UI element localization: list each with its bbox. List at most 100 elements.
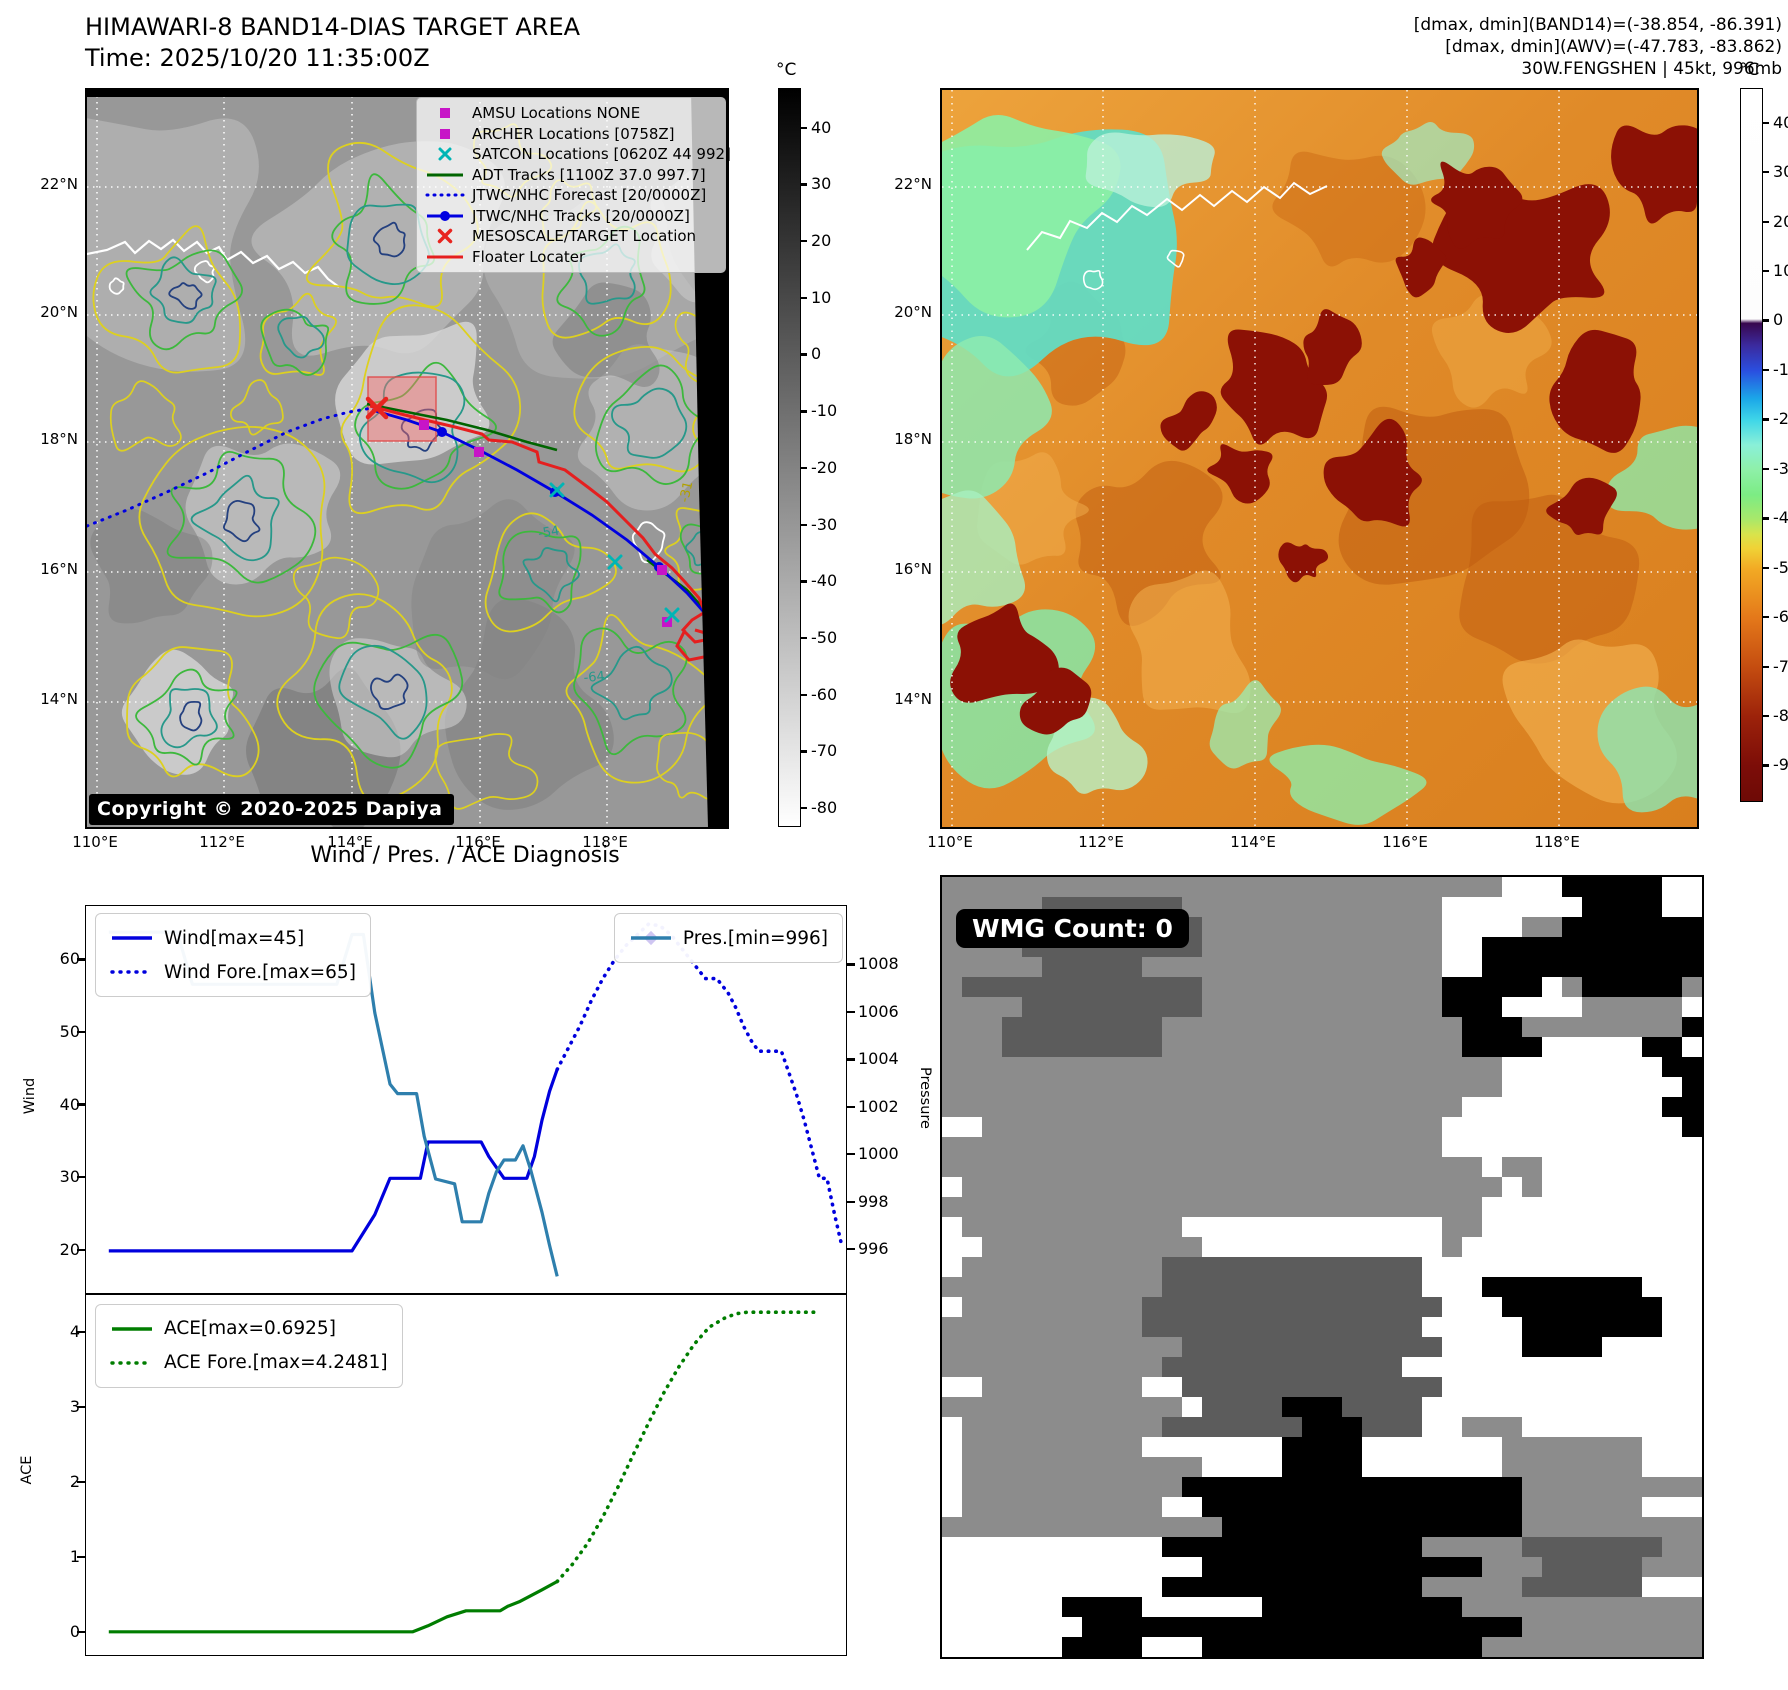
contour-yellow bbox=[259, 292, 337, 376]
contour-yellow bbox=[292, 556, 380, 639]
jtwc-track bbox=[371, 408, 727, 641]
ace-ytick-label: 2 bbox=[69, 1472, 80, 1492]
chart-legend-item: ACE[max=0.6925] bbox=[110, 1312, 388, 1346]
map-legend-item: Floater Locater bbox=[425, 247, 717, 268]
cloud-shade bbox=[185, 443, 341, 585]
band14-colorbar-tickmark bbox=[800, 636, 807, 640]
coastline-island bbox=[108, 277, 125, 295]
ir-colorbar-tickmark bbox=[1762, 517, 1769, 520]
ace-tickmark bbox=[77, 1405, 85, 1409]
pressure-tickmark bbox=[847, 1105, 855, 1108]
chart-legend-label: ACE Fore.[max=4.2481] bbox=[164, 1352, 388, 1374]
line-green-holder bbox=[425, 167, 465, 183]
map2-lon-label: 116°E bbox=[1382, 833, 1428, 851]
ir-colorbar-tickmark bbox=[1762, 171, 1769, 174]
contour-yellow bbox=[138, 425, 326, 618]
page-title: HIMAWARI-8 BAND14-DIAS TARGET AREA bbox=[85, 13, 581, 41]
satcon-location-marker bbox=[664, 607, 680, 623]
solid-line-icon bbox=[629, 930, 673, 946]
band14-colorbar-tickmark bbox=[800, 750, 807, 753]
pressure-ytick-label: 996 bbox=[858, 1239, 889, 1259]
contour-teal bbox=[160, 688, 218, 749]
contour-navy bbox=[179, 701, 203, 732]
map-legend-label: MESOSCALE/TARGET Location bbox=[472, 227, 697, 246]
magenta-square-icon bbox=[440, 108, 450, 119]
no-data-edge bbox=[87, 90, 727, 97]
ir-warm-patch bbox=[1272, 151, 1426, 267]
solid-line-icon bbox=[110, 930, 154, 946]
ir-deep-convection-blob bbox=[1611, 125, 1697, 224]
dotted-line-icon bbox=[110, 1355, 154, 1371]
band14-colorbar-tickmark bbox=[800, 410, 807, 413]
map1-lat-label: 18°N bbox=[40, 430, 78, 448]
contour-green bbox=[166, 451, 317, 584]
map1-lon-label: 112°E bbox=[199, 833, 245, 851]
wmg-panel: WMG Count: 0 bbox=[940, 875, 1704, 1659]
wind-ytick-label: 40 bbox=[59, 1094, 80, 1114]
wind-axis-label: Wind bbox=[22, 1077, 38, 1115]
line-dot-blue-holder bbox=[425, 208, 465, 224]
ir-deep-convection-blob bbox=[1323, 418, 1422, 527]
ir-cold-green-patch bbox=[1605, 425, 1697, 530]
red-line-icon bbox=[427, 255, 463, 259]
series-ace-fore-max-4-2481- bbox=[555, 1310, 822, 1584]
contour-navy bbox=[370, 673, 409, 710]
band14-colorbar-ticklabel: -70 bbox=[811, 741, 838, 761]
contour-green bbox=[594, 364, 706, 485]
ace-tickmark bbox=[77, 1555, 85, 1559]
band14-colorbar-ticklabel: -20 bbox=[811, 457, 838, 477]
map2-lat-label: 22°N bbox=[894, 175, 932, 193]
contour-green bbox=[125, 249, 243, 351]
pressure-tickmark bbox=[847, 1248, 855, 1251]
storm-id-intensity: 30W.FENGSHEN | 45kt, 996mb bbox=[1521, 59, 1782, 79]
band14-colorbar-ticklabel: -40 bbox=[811, 571, 838, 591]
band14-colorbar-tickmark bbox=[800, 806, 807, 810]
archer-location-marker bbox=[657, 565, 667, 575]
ace-ytick-label: 0 bbox=[69, 1622, 80, 1642]
ir-colorbar-unit: °C bbox=[1739, 60, 1760, 80]
band14-colorbar-ticklabel: 0 bbox=[811, 344, 822, 364]
contour-label: -64 bbox=[583, 669, 605, 686]
contour-navy bbox=[372, 221, 406, 258]
solid-line-icon bbox=[110, 1321, 154, 1337]
wind-ytick-label: 20 bbox=[59, 1239, 80, 1259]
contour-teal bbox=[338, 644, 428, 740]
map-legend-item: JTWC/NHC Tracks [20/0000Z] bbox=[425, 206, 717, 227]
contour-yellow bbox=[565, 614, 715, 784]
satcon-location-marker bbox=[549, 482, 565, 498]
jtwc-track-point bbox=[437, 427, 447, 437]
ir-colorbar-tickmark bbox=[1762, 616, 1769, 619]
satcon-location-marker bbox=[607, 554, 623, 570]
square-magenta-holder bbox=[425, 126, 465, 142]
red-x-glyph bbox=[437, 229, 453, 244]
contour-yellow bbox=[484, 512, 617, 633]
map1-lon-label: 118°E bbox=[582, 833, 628, 851]
contour-yellow bbox=[109, 380, 182, 452]
band14-colorbar-tickmark bbox=[800, 693, 807, 696]
map-legend-label: Floater Locater bbox=[472, 247, 586, 266]
map-legend-label: AMSU Locations NONE bbox=[472, 104, 641, 123]
map1-lon-label: 110°E bbox=[72, 833, 118, 851]
ir-deep-convection-blob bbox=[1207, 444, 1273, 504]
contour-yellow bbox=[276, 593, 453, 803]
map-legend-label: SATCON Locations [0620Z 44 992] bbox=[472, 145, 731, 164]
cloud-shade bbox=[335, 321, 490, 465]
ir-colorbar-ticklabel: -20 bbox=[1773, 409, 1788, 429]
contour-teal bbox=[358, 371, 466, 484]
band14-colorbar-ticklabel: 20 bbox=[811, 231, 832, 251]
map1-lat-label: 14°N bbox=[40, 690, 78, 708]
chart-legend-item: ACE Fore.[max=4.2481] bbox=[110, 1346, 388, 1380]
chart-legend-item: Pres.[min=996] bbox=[629, 921, 828, 955]
jtwc-forecast-track bbox=[87, 406, 374, 528]
cyan-x-icon bbox=[438, 147, 452, 161]
band14-colorbar-ticklabel: 30 bbox=[811, 174, 832, 194]
chart-legend-label: Wind[max=45] bbox=[164, 927, 305, 949]
ir-colorbar-ticklabel: 20 bbox=[1773, 211, 1788, 231]
map1-lon-label: 114°E bbox=[327, 833, 373, 851]
map-legend-item: JTWC/NHC Forecast [20/0000Z] bbox=[425, 185, 717, 206]
map-legend-item: SATCON Locations [0620Z 44 992] bbox=[425, 144, 731, 165]
map2-lat-label: 18°N bbox=[894, 430, 932, 448]
band14-colorbar bbox=[778, 88, 801, 827]
copyright-badge: Copyright © 2020-2025 Dapiya bbox=[89, 794, 455, 825]
diagnosis-title: Wind / Pres. / ACE Diagnosis bbox=[310, 843, 620, 868]
